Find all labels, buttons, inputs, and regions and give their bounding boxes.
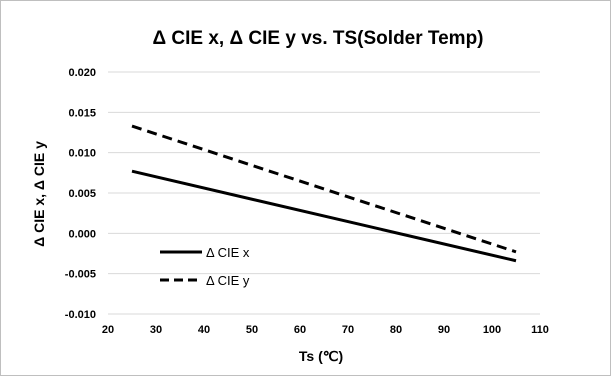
series-lines: [131, 124, 517, 263]
x-tick-label: 110: [531, 324, 549, 336]
x-tick-label: 20: [102, 324, 114, 336]
x-tick-label: 70: [342, 324, 354, 336]
y-tick-label: 0.010: [68, 148, 96, 160]
legend: Δ CIE x Δ CIE y: [160, 245, 250, 288]
x-axis-title: Ts (℃): [299, 348, 343, 364]
grid-lines: [108, 71, 540, 315]
y-tick-label: -0.005: [65, 269, 96, 281]
x-tick-label: 50: [246, 324, 258, 336]
x-tick-label: 30: [150, 324, 162, 336]
y-tick-label: -0.010: [65, 309, 96, 321]
legend-label: Δ CIE y: [206, 273, 250, 288]
series-line-2: [131, 124, 517, 254]
series-line-1: [131, 169, 517, 263]
x-tick-labels: 20 30 40 50 60 70 80 90 100 110: [102, 324, 549, 336]
x-tick-label: 60: [294, 324, 306, 336]
y-axis-title: Δ CIE x, Δ CIE y: [31, 141, 47, 247]
x-tick-label: 100: [483, 324, 501, 336]
x-tick-label: 90: [438, 324, 450, 336]
y-tick-label: 0.020: [68, 67, 96, 79]
x-tick-label: 80: [390, 324, 402, 336]
legend-label: Δ CIE x: [206, 245, 250, 260]
x-tick-label: 40: [198, 324, 210, 336]
y-tick-label: 0.015: [68, 107, 96, 119]
y-tick-label: 0.005: [68, 188, 96, 200]
y-tick-label: 0.000: [68, 228, 96, 240]
y-tick-labels: 0.020 0.015 0.010 0.005 0.000 -0.005 -0.010: [65, 67, 96, 321]
chart-title: Δ CIE x, Δ CIE y vs. TS(Solder Temp): [152, 28, 483, 49]
